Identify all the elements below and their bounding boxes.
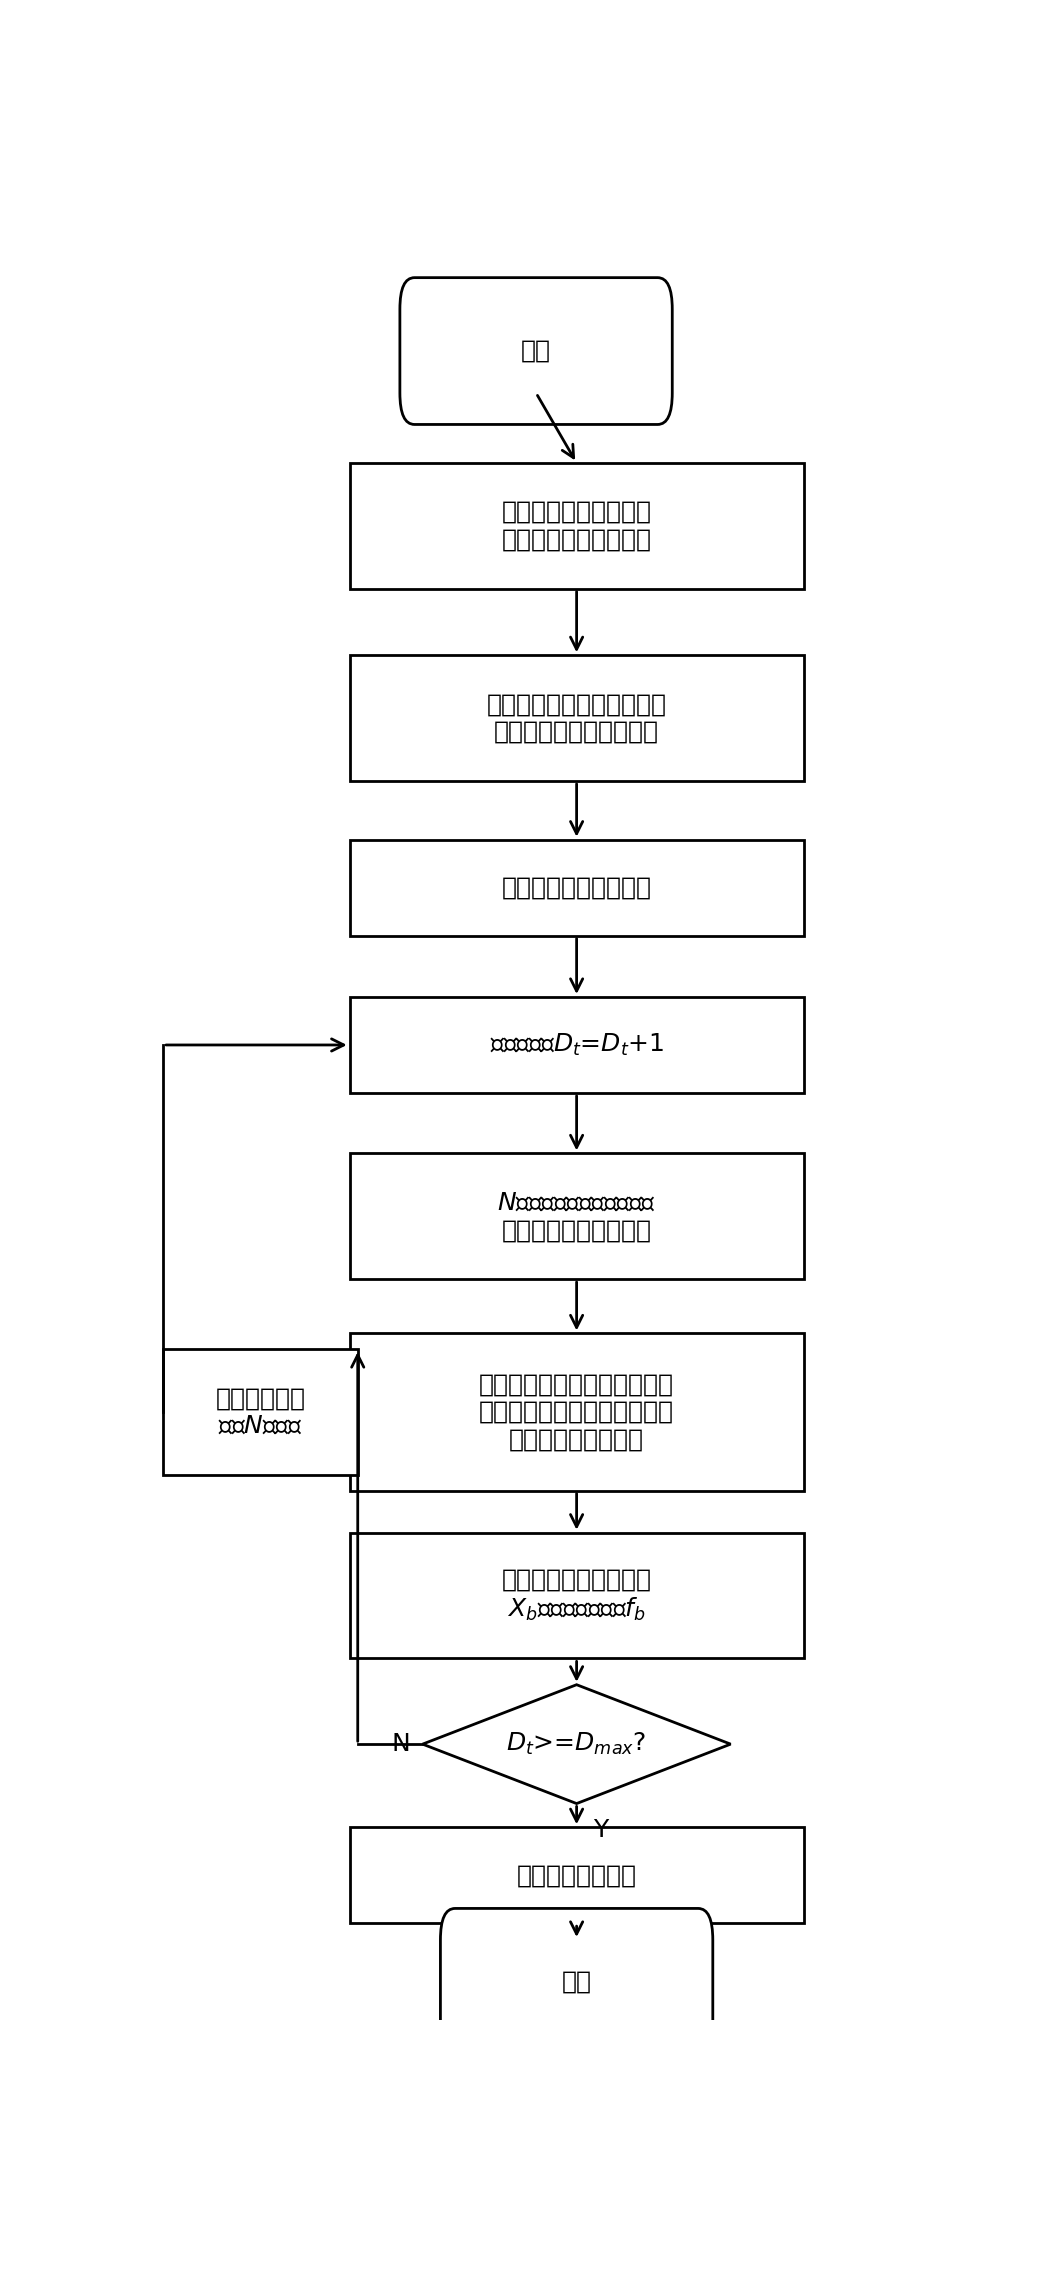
Text: 输出最优调度方案: 输出最优调度方案 [517, 1864, 637, 1886]
Bar [349, 463, 803, 588]
Text: 迭代计数器$D_t$=$D_t$+1: 迭代计数器$D_t$=$D_t$+1 [490, 1033, 664, 1058]
Text: 初始化模型和烟花算法的基
本参数、初始化烟花种群: 初始化模型和烟花算法的基 本参数、初始化烟花种群 [486, 692, 666, 745]
Text: Y: Y [593, 1818, 608, 1841]
Bar [349, 840, 803, 935]
Text: 建立支持移峰型电力需
求响应的生产调度模型: 建立支持移峰型电力需 求响应的生产调度模型 [502, 499, 652, 552]
FancyBboxPatch shape [440, 1909, 712, 2054]
Bar [349, 997, 803, 1094]
Bar [349, 1332, 803, 1491]
Text: 采用局部搜索策略分别对每个
烟花的最差爆炸火花和高斯变
异花火进行替换操作: 采用局部搜索策略分别对每个 烟花的最差爆炸火花和高斯变 异花火进行替换操作 [479, 1373, 674, 1453]
Text: N: N [391, 1732, 410, 1757]
Text: $N$个位置进行爆炸运算，获
得爆炸火花与高斯火花: $N$个位置进行爆炸运算，获 得爆炸火花与高斯火花 [497, 1189, 656, 1242]
FancyBboxPatch shape [400, 277, 673, 424]
Bar [349, 656, 803, 781]
Bar [163, 1348, 358, 1476]
Bar [349, 1532, 803, 1659]
Text: 根据选择策略
选择$N$个火花: 根据选择策略 选择$N$个火花 [215, 1387, 305, 1437]
Text: 计算全局最优烟花位置
$X_b$和最优适应度值$f_b$: 计算全局最优烟花位置 $X_b$和最优适应度值$f_b$ [502, 1569, 652, 1623]
Polygon shape [423, 1684, 730, 1805]
Text: 结束: 结束 [562, 1970, 592, 1993]
Text: 开始: 开始 [521, 338, 551, 363]
Text: 计算每个烟花的适应值: 计算每个烟花的适应值 [502, 876, 652, 899]
Bar [349, 1153, 803, 1280]
Text: $D_t$>=$D_{max}$?: $D_t$>=$D_{max}$? [506, 1732, 646, 1757]
Bar [349, 1827, 803, 1923]
